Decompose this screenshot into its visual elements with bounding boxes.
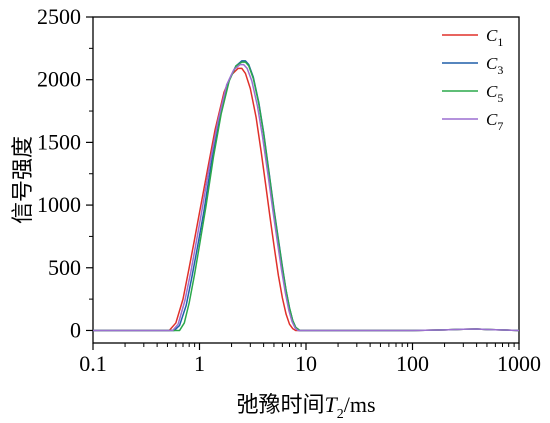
y-tick-label: 0 [70, 317, 81, 342]
y-axis-label: 信号强度 [11, 136, 36, 224]
legend-label-c5: C5 [486, 82, 503, 105]
x-tick-label: 1000 [497, 351, 541, 376]
y-tick-label: 1500 [37, 129, 81, 154]
x-tick-label: 10 [295, 351, 317, 376]
y-tick-label: 500 [48, 255, 81, 280]
legend-label-c1: C1 [486, 26, 503, 49]
y-tick-label: 2500 [37, 4, 81, 29]
series-line-c3 [93, 60, 520, 332]
x-tick-label: 1 [194, 351, 205, 376]
series-line-c1 [93, 67, 520, 332]
series-line-c7 [93, 63, 520, 332]
legend-label-c7: C7 [486, 110, 503, 133]
y-tick-label: 1000 [37, 192, 81, 217]
y-tick-label: 2000 [37, 67, 81, 92]
x-tick-label: 100 [396, 351, 429, 376]
series-line-c5 [93, 61, 520, 332]
legend-label-c3: C3 [486, 54, 503, 77]
x-axis-label: 弛豫时间T2/ms [236, 392, 375, 422]
x-tick-label: 0.1 [79, 351, 107, 376]
plot-frame [92, 16, 520, 344]
